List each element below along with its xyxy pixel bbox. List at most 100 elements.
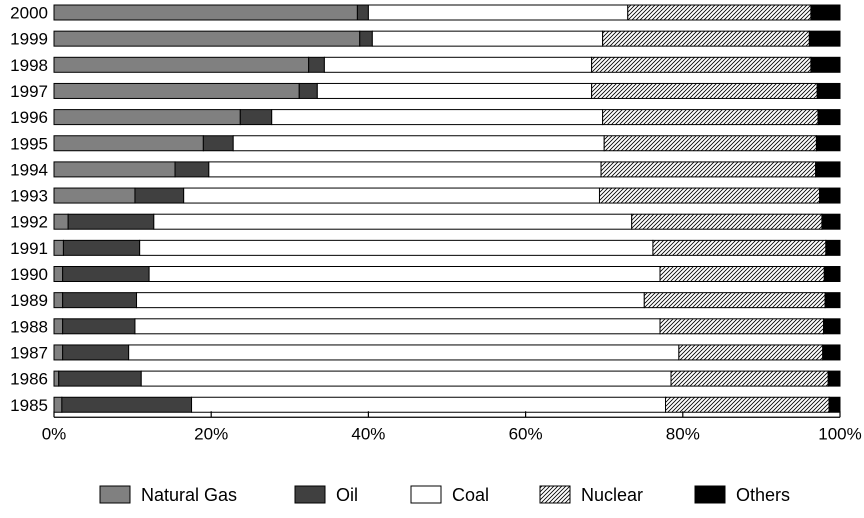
y-tick-label-1992: 1992: [10, 213, 48, 232]
bar-segment-1990-others: [823, 266, 841, 282]
bar-segment-1997-oil: [298, 82, 318, 99]
legend-label-others: Others: [736, 485, 790, 505]
bar-segment-1998-natural-gas: [53, 56, 310, 73]
y-axis-labels: 2000 1999 1998 1997 1996 1995 1994 1993 1992 1991…: [10, 4, 48, 415]
bar-segment-1992-natural-gas: [53, 213, 69, 230]
bar-segment-1995-natural-gas: [53, 135, 204, 152]
bar-segment-1997-nuclear: [591, 82, 818, 99]
bar-segment-1993-others: [819, 187, 841, 204]
bar-segment-1992-oil: [67, 213, 155, 230]
bar-segment-1993-coal: [183, 187, 600, 204]
bar-segment-1985-natural-gas: [53, 396, 63, 413]
legend-swatch-nuclear: [539, 485, 571, 504]
x-tick-label: 60%: [509, 424, 543, 443]
bar-segment-1994-nuclear: [600, 161, 817, 178]
bar-segment-1999-oil: [359, 30, 373, 47]
bar-segment-1996-oil: [239, 109, 273, 126]
bar-segment-1995-coal: [232, 135, 605, 152]
bar-segment-1985-oil: [61, 396, 193, 413]
bar-segment-1988-coal: [134, 318, 661, 335]
y-tick-label-1988: 1988: [10, 317, 48, 336]
y-tick-label-1999: 1999: [10, 30, 48, 49]
bar-segment-1994-natural-gas: [53, 161, 176, 178]
bar-segment-1994-others: [815, 161, 841, 178]
bar-segment-1990-nuclear: [659, 266, 825, 282]
legend-swatch-natural-gas: [99, 485, 131, 504]
bar-segment-1988-nuclear: [659, 318, 825, 335]
bar-segment-1985-coal: [191, 396, 667, 413]
bar-segment-2000-natural-gas: [53, 4, 358, 21]
bar-segment-1993-natural-gas: [53, 187, 136, 204]
bar-segment-1989-others: [824, 292, 841, 309]
bar-segment-2000-nuclear: [627, 4, 812, 21]
bar-segment-1990-coal: [148, 266, 661, 282]
bar-segment-1991-oil: [62, 239, 141, 256]
bar-segment-1999-nuclear: [602, 30, 810, 47]
x-axis: 0% 20% 40% 60% 80% 100%: [42, 411, 862, 443]
bar-segment-1999-natural-gas: [53, 30, 361, 47]
bar-segment-1999-coal: [371, 30, 604, 47]
bar-segment-1986-coal: [140, 370, 672, 387]
legend-swatch-others: [694, 485, 726, 504]
bar-segment-1997-coal: [316, 82, 593, 99]
y-tick-label-1986: 1986: [10, 370, 48, 389]
bar-segment-1992-nuclear: [631, 213, 823, 230]
y-tick-label-1985: 1985: [10, 396, 48, 415]
bar-segment-1994-oil: [174, 161, 210, 178]
bar-segment-1991-others: [825, 239, 841, 256]
bar-segment-1994-coal: [208, 161, 602, 178]
bar-segment-1996-nuclear: [602, 109, 819, 126]
legend-swatch-coal: [410, 485, 442, 504]
y-tick-label-1996: 1996: [10, 108, 48, 127]
bar-segment-1998-nuclear: [591, 56, 812, 73]
bar-segment-1993-nuclear: [598, 187, 821, 204]
y-tick-label-1998: 1998: [10, 56, 48, 75]
y-tick-label-1990: 1990: [10, 265, 48, 284]
bar-segment-1991-natural-gas: [53, 239, 64, 256]
bar-segment-1989-nuclear: [643, 292, 826, 309]
bar-segment-1998-oil: [308, 56, 325, 73]
bar-segment-1986-natural-gas: [53, 370, 60, 387]
bar-segment-1998-others: [810, 56, 841, 73]
bar-segment-1986-others: [827, 370, 841, 387]
y-tick-label-1991: 1991: [10, 239, 48, 258]
bar-segment-1992-others: [821, 213, 841, 230]
x-tick-label: 80%: [666, 424, 700, 443]
bar-segment-1992-coal: [153, 213, 633, 230]
bar-segment-1986-nuclear: [670, 370, 829, 387]
bar-segment-1990-oil: [62, 266, 150, 282]
bar-segment-1990-natural-gas: [53, 266, 64, 282]
bar-segment-1991-nuclear: [652, 239, 827, 256]
y-tick-label-1994: 1994: [10, 160, 48, 179]
legend: Natural Gas Oil Coal Nuclear Others: [99, 485, 790, 505]
bar-segment-1987-oil: [62, 344, 130, 361]
y-tick-label-2000: 2000: [10, 4, 48, 23]
legend-swatch-oil: [294, 485, 326, 504]
bar-segment-1997-others: [816, 82, 841, 99]
bar-segment-1999-others: [808, 30, 841, 47]
x-tick-label: 100%: [818, 424, 861, 443]
bar-segment-1987-coal: [128, 344, 680, 361]
bar-segment-1985-nuclear: [665, 396, 830, 413]
bar-segment-1989-oil: [62, 292, 138, 309]
bar-segment-1986-oil: [58, 370, 142, 387]
bar-segment-1996-coal: [271, 109, 604, 126]
bar-segment-1987-natural-gas: [53, 344, 64, 361]
bar-segment-1997-natural-gas: [53, 82, 300, 99]
x-tick-label: 40%: [351, 424, 385, 443]
bar-segment-1996-natural-gas: [53, 109, 241, 126]
bar-segment-1991-coal: [139, 239, 654, 256]
legend-label-nuclear: Nuclear: [581, 485, 643, 505]
y-tick-label-1997: 1997: [10, 82, 48, 101]
legend-label-coal: Coal: [452, 485, 489, 505]
bar-segment-1993-oil: [134, 187, 185, 204]
bars-group: [53, 4, 841, 413]
bar-segment-1998-coal: [323, 56, 593, 73]
legend-label-oil: Oil: [336, 485, 358, 505]
bar-segment-1987-nuclear: [678, 344, 824, 361]
bar-segment-1988-oil: [62, 318, 136, 335]
bar-segment-2000-others: [810, 4, 841, 21]
bar-segment-1996-others: [817, 109, 841, 126]
